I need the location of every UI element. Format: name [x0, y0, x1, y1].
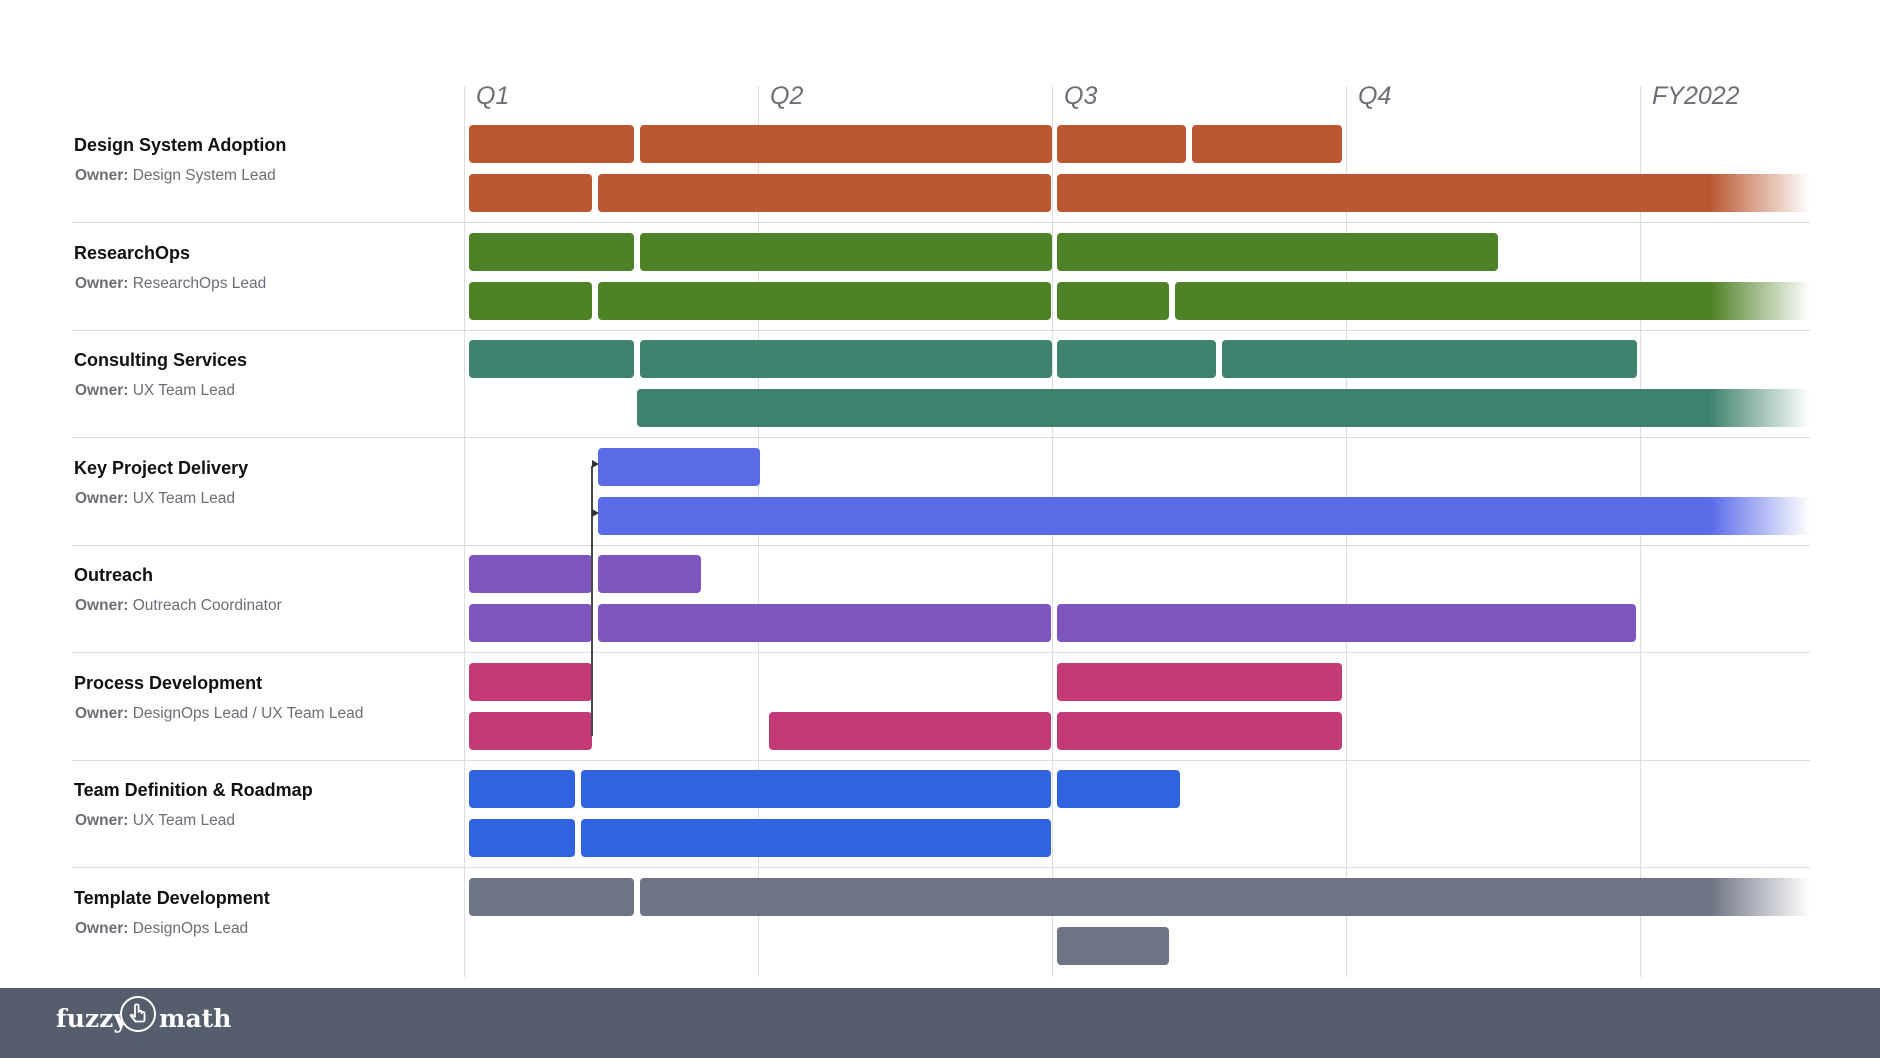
- workstream-title: Design System Adoption: [74, 135, 287, 155]
- timeline-bar[interactable]: [769, 712, 1051, 750]
- workstream-title: Consulting Services: [74, 350, 248, 370]
- owner-name: UX Team Lead: [132, 490, 235, 507]
- timeline-bar[interactable]: [1057, 233, 1498, 271]
- owner-prefix-label: Owner:: [75, 167, 129, 184]
- workstream-owner: Owner: Outreach Coordinator: [75, 597, 282, 615]
- timeline-bar[interactable]: [1057, 712, 1342, 750]
- timeline-bar[interactable]: [1057, 340, 1216, 378]
- timeline-bar[interactable]: [1057, 174, 1810, 212]
- owner-prefix-label: Owner:: [75, 382, 129, 399]
- workstream-owner: Owner: UX Team Lead: [75, 812, 235, 830]
- timeline-bar[interactable]: [1057, 125, 1186, 163]
- row-divider: [72, 222, 1810, 223]
- owner-prefix-label: Owner:: [75, 705, 129, 722]
- workstream-owner: Owner: UX Team Lead: [75, 382, 235, 400]
- roadmap-chart: Q1 Q2 Q3 Q4 FY2022 Design System Adoption Owne…: [72, 82, 1810, 977]
- timeline-bar[interactable]: [581, 819, 1051, 857]
- timeline-bar[interactable]: [1057, 604, 1636, 642]
- timeline-bar[interactable]: [469, 663, 592, 701]
- quarter-label: Q1: [476, 82, 510, 110]
- footer-bar: fuzzy math: [0, 988, 1880, 1058]
- workstream-title: ResearchOps: [74, 243, 191, 263]
- owner-name: DesignOps Lead: [132, 920, 249, 937]
- row-divider: [72, 760, 1810, 761]
- quarter-label: Q2: [770, 82, 804, 110]
- owner-name: Outreach Coordinator: [132, 597, 282, 614]
- owner-prefix-label: Owner:: [75, 812, 129, 829]
- timeline-bar[interactable]: [1175, 282, 1810, 320]
- pointer-hand-icon: [120, 996, 156, 1032]
- owner-name: ResearchOps Lead: [132, 275, 267, 292]
- timeline-bar[interactable]: [598, 604, 1051, 642]
- owner-name: UX Team Lead: [132, 382, 235, 399]
- owner-name: Design System Lead: [132, 167, 276, 184]
- workstream-title: Team Definition & Roadmap: [74, 780, 313, 800]
- owner-prefix-label: Owner:: [75, 597, 129, 614]
- workstream-owner: Owner: DesignOps Lead / UX Team Lead: [75, 705, 363, 723]
- dependency-line: [591, 466, 593, 736]
- timeline-bar[interactable]: [469, 174, 592, 212]
- timeline-bar[interactable]: [598, 448, 760, 486]
- dependency-arrowhead: [592, 509, 599, 517]
- workstream-title: Template Development: [74, 888, 270, 908]
- timeline-bar[interactable]: [469, 282, 592, 320]
- quarter-label: FY2022: [1652, 82, 1740, 110]
- timeline-bar[interactable]: [598, 174, 1051, 212]
- logo-text-fuzzy: fuzzy: [56, 1004, 128, 1033]
- workstream-title: Key Project Delivery: [74, 458, 249, 478]
- timeline-bar[interactable]: [1057, 927, 1169, 965]
- owner-name: DesignOps Lead / UX Team Lead: [132, 705, 364, 722]
- workstream-owner: Owner: Design System Lead: [75, 167, 276, 185]
- timeline-bar[interactable]: [469, 770, 575, 808]
- timeline-bar[interactable]: [640, 340, 1052, 378]
- timeline-bar[interactable]: [469, 340, 634, 378]
- owner-prefix-label: Owner:: [75, 275, 129, 292]
- timeline-bar[interactable]: [1057, 770, 1180, 808]
- logo-text-math: math: [159, 1004, 232, 1033]
- timeline-bar[interactable]: [640, 125, 1052, 163]
- row-divider: [72, 437, 1810, 438]
- quarter-label: Q4: [1358, 82, 1392, 110]
- timeline-bar[interactable]: [581, 770, 1051, 808]
- workstream-title: Outreach: [74, 565, 154, 585]
- timeline-bar[interactable]: [469, 125, 634, 163]
- timeline-bar[interactable]: [598, 555, 701, 593]
- row-divider: [72, 867, 1810, 868]
- row-divider: [72, 652, 1810, 653]
- workstream-owner: Owner: ResearchOps Lead: [75, 275, 266, 293]
- workstream-title: Process Development: [74, 673, 263, 693]
- owner-prefix-label: Owner:: [75, 490, 129, 507]
- timeline-bar[interactable]: [469, 604, 592, 642]
- timeline-bar[interactable]: [640, 233, 1052, 271]
- timeline-bar[interactable]: [598, 497, 1810, 535]
- row-divider: [72, 545, 1810, 546]
- timeline-bar[interactable]: [469, 555, 592, 593]
- timeline-bar[interactable]: [1222, 340, 1637, 378]
- timeline-bar[interactable]: [1057, 282, 1169, 320]
- workstream-owner: Owner: UX Team Lead: [75, 490, 235, 508]
- timeline-bar[interactable]: [637, 389, 1810, 427]
- dependency-arrowhead: [592, 460, 599, 468]
- quarter-label: Q3: [1064, 82, 1098, 110]
- workstream-owner: Owner: DesignOps Lead: [75, 920, 248, 938]
- timeline-bar[interactable]: [469, 819, 575, 857]
- owner-name: UX Team Lead: [132, 812, 235, 829]
- quarter-gridline: [464, 86, 465, 977]
- timeline-bar[interactable]: [640, 878, 1810, 916]
- row-divider: [72, 330, 1810, 331]
- timeline-bar[interactable]: [469, 712, 592, 750]
- timeline-bar[interactable]: [469, 878, 634, 916]
- timeline-bar[interactable]: [1057, 663, 1342, 701]
- timeline-bar[interactable]: [598, 282, 1051, 320]
- timeline-bar[interactable]: [1192, 125, 1342, 163]
- owner-prefix-label: Owner:: [75, 920, 129, 937]
- timeline-bar[interactable]: [469, 233, 634, 271]
